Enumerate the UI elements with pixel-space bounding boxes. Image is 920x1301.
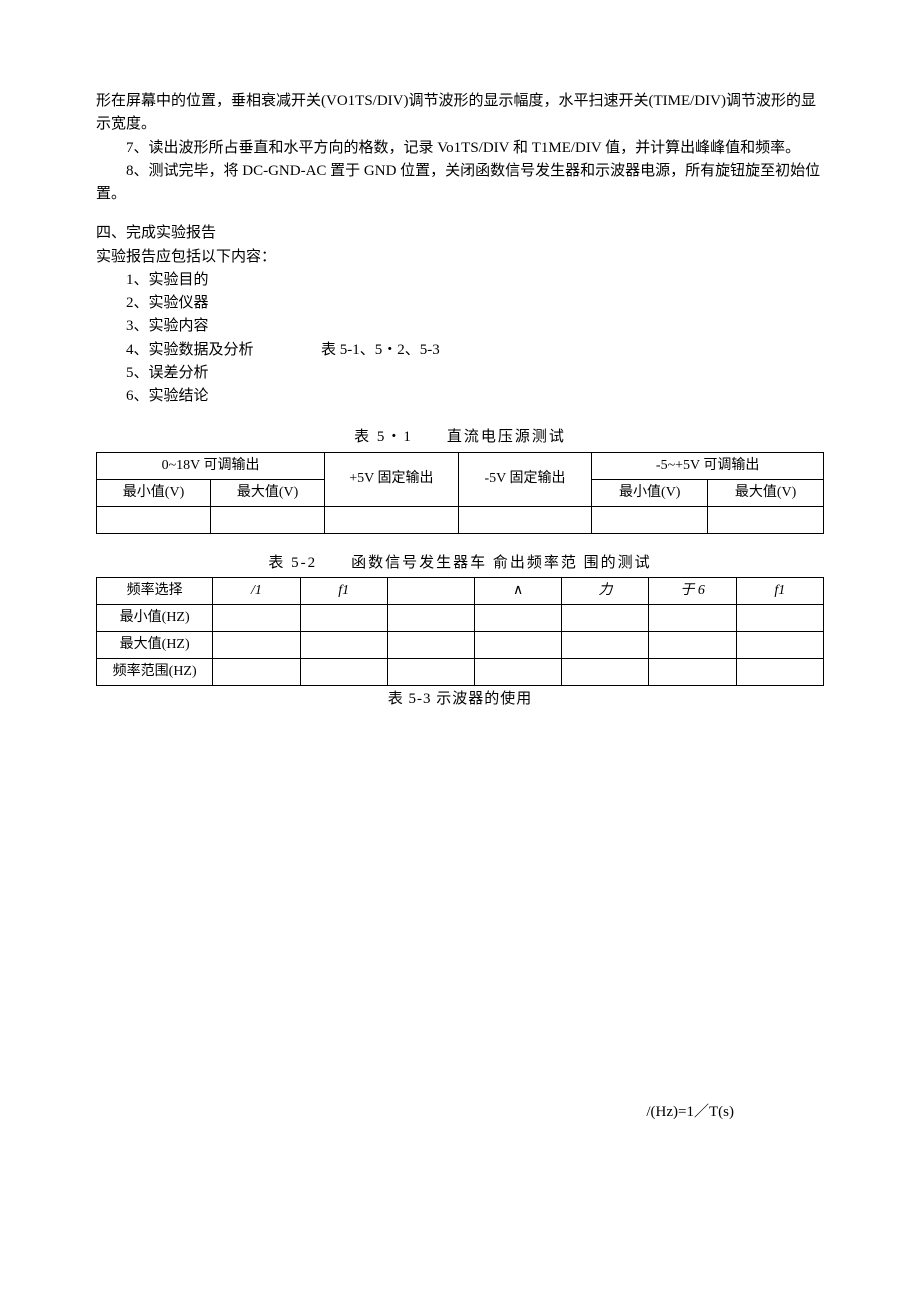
t2-cell <box>300 658 387 685</box>
table1-caption: 表 5・1 直流电压源测试 <box>96 426 824 449</box>
list-item-4: 4、实验数据及分析 表 5-1、5・2、5-3 <box>126 339 824 362</box>
t2-cell <box>736 631 823 658</box>
t1-h-left: 0~18V 可调输出 <box>97 452 325 479</box>
list-item-4a: 4、实验数据及分析 <box>126 342 254 358</box>
t2-cell <box>562 658 649 685</box>
t1-cell <box>325 506 459 533</box>
list-item-6: 6、实验结论 <box>126 385 824 408</box>
t1-cell <box>592 506 708 533</box>
t2-c5: 力 <box>562 577 649 604</box>
paragraph-cont: 形在屏幕中的位置，垂相衰减开关(VO1TS/DIV)调节波形的显示幅度，水平扫速… <box>96 90 824 137</box>
t2-c3 <box>387 577 474 604</box>
t1-max-l: 最大值(V) <box>211 479 325 506</box>
t2-min: 最小值(HZ) <box>97 604 213 631</box>
t2-cell <box>736 604 823 631</box>
t2-c1: /1 <box>213 577 300 604</box>
t2-range: 频率范围(HZ) <box>97 658 213 685</box>
section4-heading: 四、完成实验报告 <box>96 222 824 245</box>
t2-max: 最大值(HZ) <box>97 631 213 658</box>
t2-cell <box>213 631 300 658</box>
t2-c7: f1 <box>736 577 823 604</box>
t1-cell <box>211 506 325 533</box>
list-item-1: 1、实验目的 <box>126 269 824 292</box>
t2-c2: f1 <box>300 577 387 604</box>
table2-caption: 表 5-2 函数信号发生器车 俞出频率范 围的测试 <box>96 552 824 575</box>
table-5-2: 频率选择 /1 f1 ∧ 力 于 6 f1 最小值(HZ) 最大值(HZ) 频率… <box>96 577 824 686</box>
t2-rowhead: 频率选择 <box>97 577 213 604</box>
t1-min-r: 最小值(V) <box>592 479 708 506</box>
t2-cell <box>387 658 474 685</box>
table-5-1: 0~18V 可调输出 +5V 固定输出 -5V 固定输出 -5~+5V 可调输出… <box>96 452 824 534</box>
t2-cell <box>562 631 649 658</box>
t2-cell <box>300 604 387 631</box>
t1-cell <box>708 506 824 533</box>
t2-cell <box>475 631 562 658</box>
t1-h-right: -5~+5V 可调输出 <box>592 452 824 479</box>
t2-cell <box>213 658 300 685</box>
t2-c4: ∧ <box>475 577 562 604</box>
t1-min-l: 最小值(V) <box>97 479 211 506</box>
t1-cell <box>458 506 592 533</box>
list-item-4b: 表 5-1、5・2、5-3 <box>321 342 440 358</box>
section4-sub: 实验报告应包括以下内容： <box>96 246 824 269</box>
t2-cell <box>649 604 736 631</box>
t1-max-r: 最大值(V) <box>708 479 824 506</box>
t1-h-n5: -5V 固定输出 <box>458 452 592 506</box>
table3-caption: 表 5-3 示波器的使用 <box>96 688 824 711</box>
t2-cell <box>387 604 474 631</box>
t2-cell <box>387 631 474 658</box>
t2-cell <box>213 604 300 631</box>
paragraph-8: 8、测试完毕，将 DC-GND-AC 置于 GND 位置，关闭函数信号发生器和示… <box>96 160 824 207</box>
t1-cell <box>97 506 211 533</box>
list-item-2: 2、实验仪器 <box>126 292 824 315</box>
t2-cell <box>475 658 562 685</box>
t2-cell <box>649 658 736 685</box>
list-item-3: 3、实验内容 <box>126 315 824 338</box>
t2-c6: 于 6 <box>649 577 736 604</box>
t2-cell <box>562 604 649 631</box>
t1-h-p5: +5V 固定输出 <box>325 452 459 506</box>
t2-cell <box>300 631 387 658</box>
t2-cell <box>475 604 562 631</box>
formula: /(Hz)=1／T(s) <box>96 1101 824 1124</box>
paragraph-7: 7、读出波形所占垂直和水平方向的格数，记录 Vo1TS/DIV 和 T1ME/D… <box>96 137 824 160</box>
list-item-5: 5、误差分析 <box>126 362 824 385</box>
t2-cell <box>649 631 736 658</box>
t2-cell <box>736 658 823 685</box>
